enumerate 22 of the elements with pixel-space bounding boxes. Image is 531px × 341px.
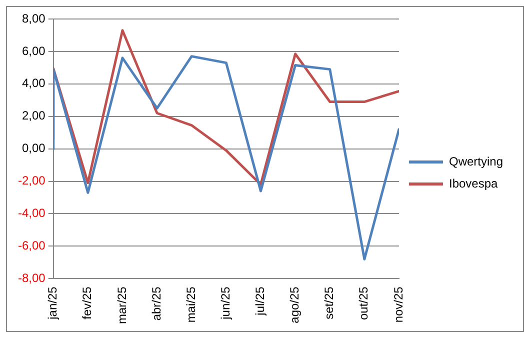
y-tick-label: -4,00 bbox=[18, 206, 46, 220]
x-tick-label: jun/25 bbox=[218, 286, 232, 320]
y-tick-label: 8,00 bbox=[22, 11, 46, 26]
x-tick-label: out/25 bbox=[356, 286, 371, 320]
x-tick-label: fev/25 bbox=[80, 286, 94, 320]
y-tick-label: 4,00 bbox=[22, 76, 46, 90]
x-tick-label: nov/25 bbox=[391, 286, 406, 323]
y-tick-label: -6,00 bbox=[18, 238, 46, 253]
x-tick-label: abr/25 bbox=[149, 286, 164, 321]
y-tick-label: -8,00 bbox=[18, 270, 46, 285]
legend-label: Ibovespa bbox=[448, 176, 498, 190]
y-tick-label: 6,00 bbox=[22, 44, 46, 58]
x-tick-label: jul/25 bbox=[253, 286, 268, 316]
x-tick-label: set/25 bbox=[322, 286, 336, 320]
x-tick-label: jan/25 bbox=[46, 286, 60, 320]
x-tick-label: mai/25 bbox=[184, 286, 198, 323]
x-tick-label: mar/25 bbox=[114, 286, 129, 324]
x-tick-label: ago/25 bbox=[288, 286, 302, 324]
legend-label: Qwertying bbox=[448, 154, 504, 168]
y-tick-label: 2,00 bbox=[22, 108, 46, 123]
y-tick-label: 0,00 bbox=[22, 141, 46, 156]
y-tick-label: -2,00 bbox=[18, 174, 46, 188]
